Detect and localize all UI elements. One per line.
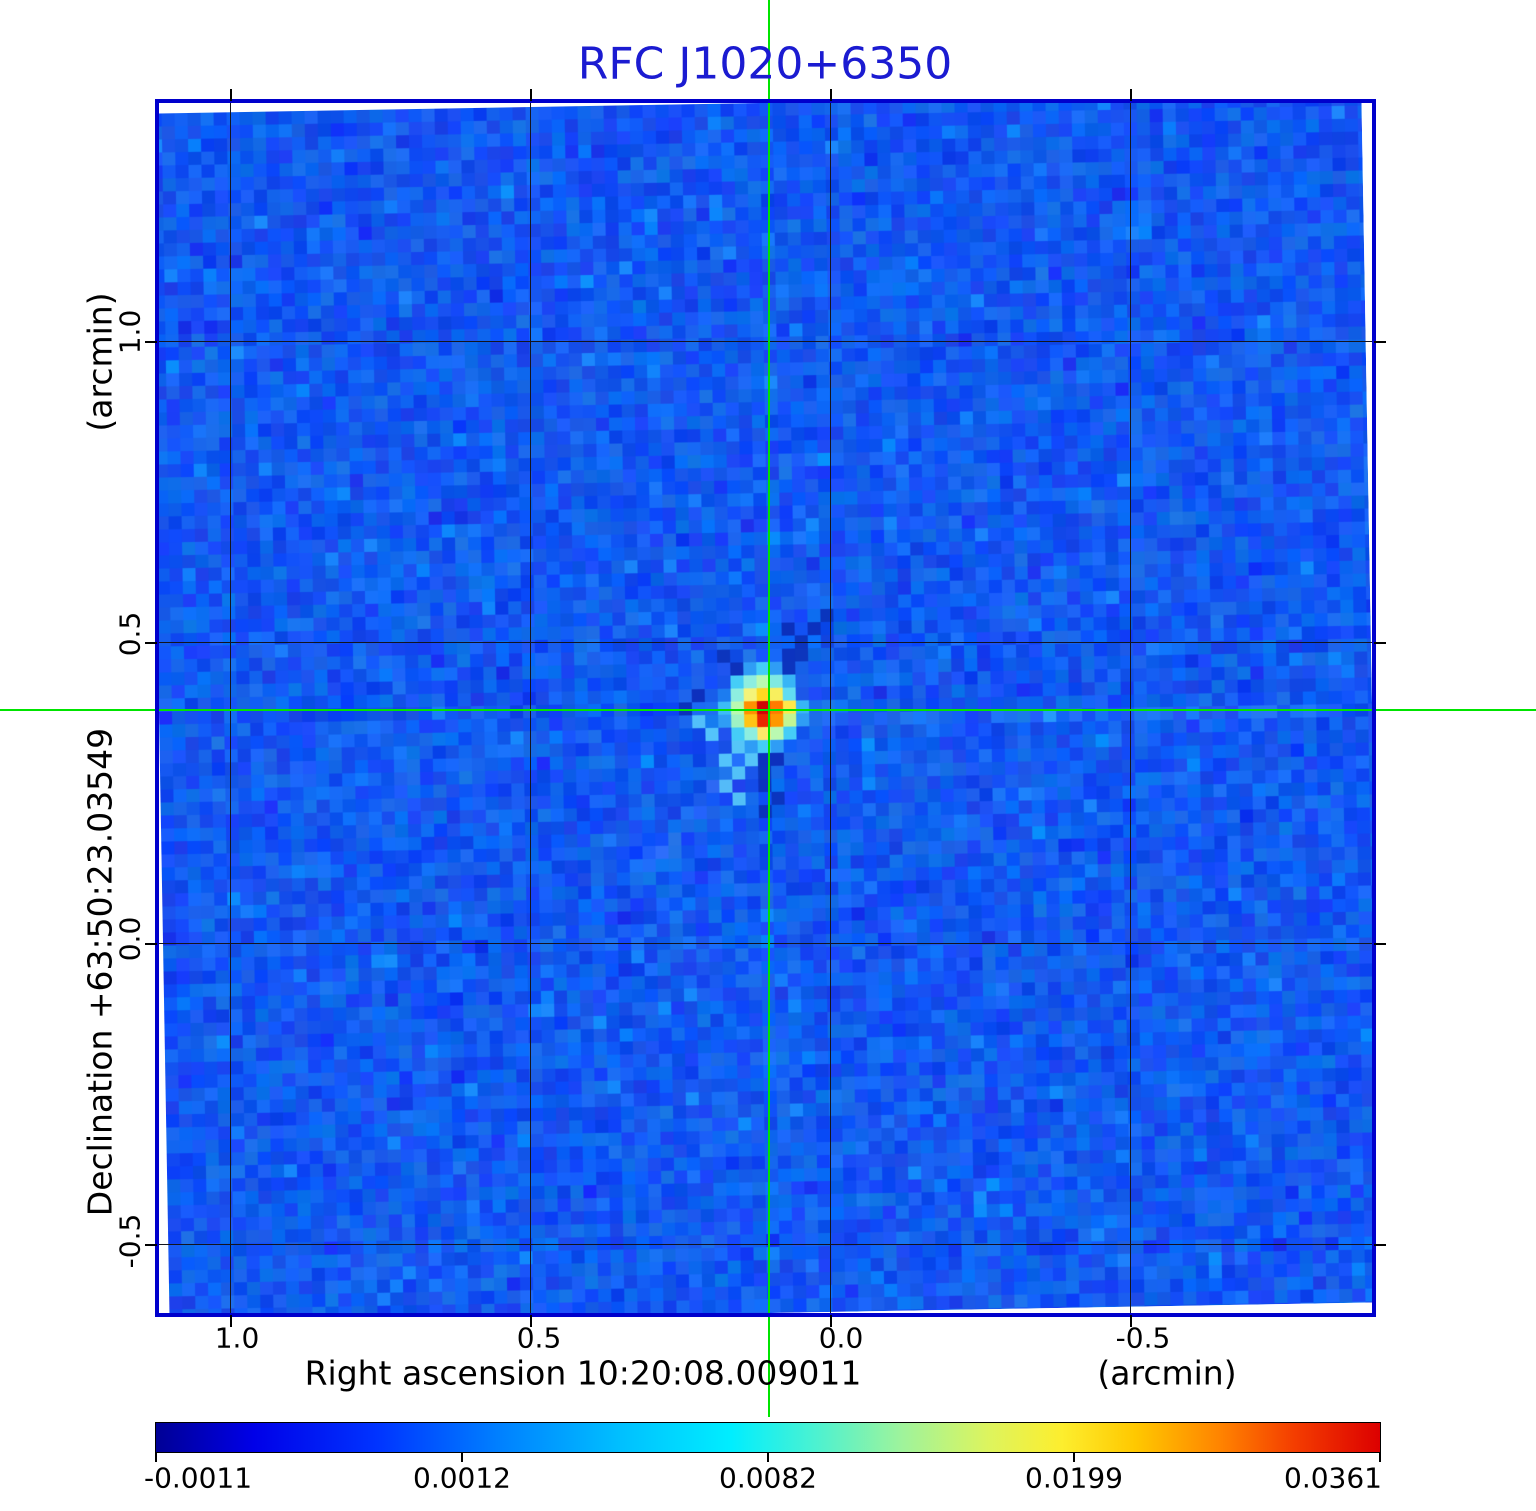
y-axis-unit: (arcmin) [80, 292, 120, 432]
axis-tick-bottom [230, 1315, 232, 1327]
y-tick-label: -0.5 [113, 1213, 147, 1269]
grid-line-vertical [230, 103, 231, 1313]
colorbar-tick [155, 1453, 157, 1462]
axis-tick-left [145, 642, 157, 644]
axis-tick-bottom [830, 1315, 832, 1327]
grid-line-vertical [1130, 103, 1131, 1313]
x-tick-label: 0.5 [516, 1321, 562, 1355]
axis-tick-right [1374, 1244, 1386, 1246]
grid-line-horizontal [159, 642, 1372, 643]
y-tick-label: 0.5 [113, 611, 147, 657]
page-title: RFC J1020+6350 [577, 38, 953, 90]
axis-tick-top [230, 89, 232, 101]
x-tick-label: 0.0 [818, 1321, 864, 1355]
colorbar-tick-label: 0.0012 [413, 1461, 511, 1495]
y-axis-label: Declination +63:50:23.03549 [80, 727, 120, 1217]
axis-tick-bottom [1130, 1315, 1132, 1327]
axis-tick-bottom [530, 1315, 532, 1327]
colorbar-tick [461, 1453, 463, 1462]
grid-line-horizontal [159, 1244, 1372, 1245]
grid-line-vertical [530, 103, 531, 1313]
x-tick-label: 1.0 [214, 1321, 260, 1355]
grid-line-horizontal [159, 943, 1372, 944]
axis-tick-left [145, 943, 157, 945]
x-axis-unit: (arcmin) [1097, 1353, 1237, 1393]
colorbar-tick [1073, 1453, 1075, 1462]
grid-line-horizontal [159, 341, 1372, 342]
axis-tick-left [145, 1244, 157, 1246]
colorbar-tick [767, 1453, 769, 1462]
axis-tick-top [830, 89, 832, 101]
sky-map-canvas [159, 103, 1372, 1313]
axis-tick-right [1374, 642, 1386, 644]
colorbar-tick [1379, 1453, 1381, 1462]
y-tick-label: 0.0 [113, 916, 147, 962]
y-tick-label: 1.0 [113, 309, 147, 355]
colorbar-tick-label: 0.0082 [719, 1461, 817, 1495]
colorbar-tick-label: 0.0199 [1025, 1461, 1123, 1495]
axis-tick-top [530, 89, 532, 101]
sky-map-area [159, 103, 1372, 1313]
axis-tick-right [1374, 341, 1386, 343]
x-tick-label: -0.5 [1115, 1321, 1171, 1355]
crosshair-vertical-line [768, 0, 770, 1417]
x-axis-label: Right ascension 10:20:08.009011 [304, 1353, 862, 1393]
grid-line-vertical [830, 103, 831, 1313]
axis-tick-top [1130, 89, 1132, 101]
colorbar [155, 1422, 1381, 1453]
axis-tick-right [1374, 943, 1386, 945]
crosshair-horizontal-line [0, 709, 1536, 711]
axis-tick-left [145, 341, 157, 343]
colorbar-tick-label: -0.0011 [143, 1461, 253, 1495]
colorbar-tick-label: 0.0361 [1284, 1461, 1382, 1495]
